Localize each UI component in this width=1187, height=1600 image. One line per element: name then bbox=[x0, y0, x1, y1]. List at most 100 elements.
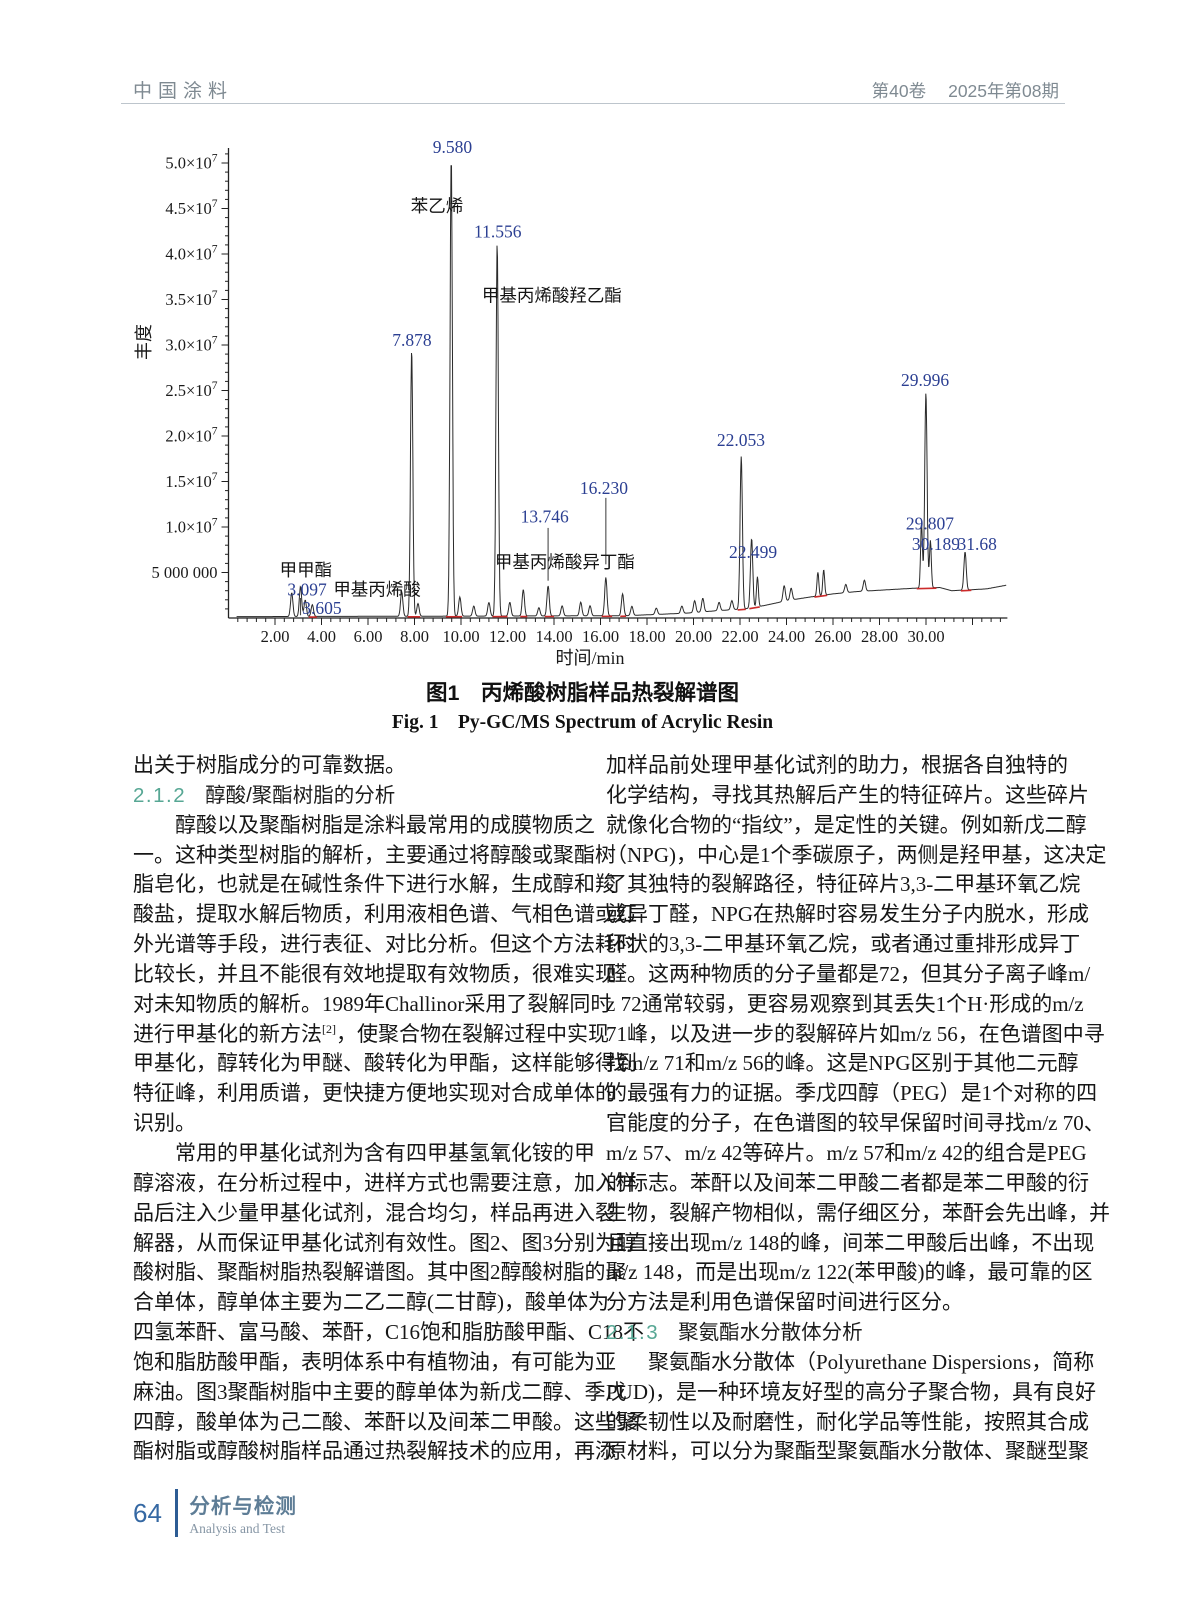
text-line: 加样品前处理甲基化试剂的助力，根据各自独特的 bbox=[606, 753, 1068, 777]
text-line: 醇酸以及聚酯树脂是涂料最常用的成膜物质之 bbox=[133, 812, 595, 837]
svg-text:4.5×107: 4.5×107 bbox=[165, 198, 217, 218]
svg-text:6.00: 6.00 bbox=[354, 627, 383, 646]
svg-text:5.0×107: 5.0×107 bbox=[165, 153, 217, 173]
text-line: PUD)，是一种环境友好型的高分子聚合物，具有良好 bbox=[606, 1379, 1097, 1404]
text-line: m/z 57、m/z 42等碎片。m/z 57和m/z 42的组合是PEG bbox=[606, 1140, 1087, 1165]
text-line: （NPG)，中心是1个季碳原子，两侧是羟甲基，这决定 bbox=[606, 842, 1107, 867]
svg-text:12.00: 12.00 bbox=[489, 627, 526, 646]
text-line: 的标志。苯酐以及间苯二甲酸二者都是苯二甲酸的衍 bbox=[606, 1170, 1089, 1195]
text-line: 特征峰，利用质谱，更快捷方便地实现对合成单体的 bbox=[133, 1081, 616, 1106]
text-line: 就像化合物的“指纹”，是定性的关键。例如新戊二醇 bbox=[606, 812, 1087, 837]
svg-text:2.5×107: 2.5×107 bbox=[165, 380, 217, 400]
svg-text:甲基丙烯酸羟乙酯: 甲基丙烯酸羟乙酯 bbox=[482, 285, 622, 305]
text-line: 甲基化，醇转化为甲醚、酸转化为甲酯，这样能够得到 bbox=[133, 1051, 637, 1076]
text-line: 合单体，醇单体主要为二乙二醇(二甘醇)，酸单体为 bbox=[133, 1290, 609, 1315]
section-heading: 2.1.2 醇酸/聚酯树脂的分析 bbox=[133, 783, 396, 807]
svg-text:13.746: 13.746 bbox=[521, 506, 569, 526]
svg-text:16.00: 16.00 bbox=[582, 627, 619, 646]
text-line: 的最强有力的证据。季戊四醇（PEG）是1个对称的四 bbox=[606, 1081, 1098, 1106]
text-line: 的柔韧性以及耐磨性，耐化学品等性能，按照其合成 bbox=[606, 1409, 1089, 1434]
text-line: 常用的甲基化试剂为含有四甲基氢氧化铵的甲 bbox=[133, 1140, 595, 1165]
text-line: 原材料，可以分为聚酯型聚氨酯水分散体、聚醚型聚 bbox=[606, 1439, 1089, 1464]
page-footer: 64 分析与检测 Analysis and Test bbox=[133, 1489, 297, 1537]
footer-divider-bar bbox=[174, 1489, 179, 1537]
svg-text:20.00: 20.00 bbox=[675, 627, 712, 646]
svg-text:3.5×107: 3.5×107 bbox=[165, 289, 217, 309]
svg-text:1.5×107: 1.5×107 bbox=[165, 471, 217, 491]
text-line: 四氢苯酐、富马酸、苯酐，C16饱和脂肪酸甲酯、C18不 bbox=[133, 1320, 645, 1345]
section-heading: 2.1.3 聚氨酯水分散体分析 bbox=[606, 1321, 863, 1345]
header-issue-info: 第40卷 2025年第08期 bbox=[872, 78, 1059, 103]
svg-text:31.68: 31.68 bbox=[957, 534, 997, 554]
svg-text:22.00: 22.00 bbox=[721, 627, 758, 646]
text-line: 酸盐，提取水解后物质，利用液相色谱、气相色谱或红 bbox=[133, 902, 637, 927]
text-line: 环状的3,3-二甲基环氧乙烷，或者通过重排形成异丁 bbox=[606, 932, 1081, 957]
svg-text:24.00: 24.00 bbox=[768, 627, 805, 646]
svg-text:4.00: 4.00 bbox=[307, 627, 336, 646]
header-divider bbox=[121, 103, 1065, 104]
svg-text:22.053: 22.053 bbox=[717, 430, 765, 450]
svg-text:4.0×107: 4.0×107 bbox=[165, 244, 217, 264]
svg-text:10.00: 10.00 bbox=[442, 627, 479, 646]
volume-label: 第40卷 bbox=[871, 81, 927, 101]
svg-text:22.499: 22.499 bbox=[729, 542, 777, 562]
svg-text:18.00: 18.00 bbox=[628, 627, 665, 646]
svg-text:甲基丙烯酸异丁酯: 甲基丙烯酸异丁酯 bbox=[495, 552, 635, 572]
text-line: 一。这种类型树脂的解析，主要通过将醇酸或聚酯树 bbox=[133, 842, 616, 867]
left-column: 出关于树脂成分的可靠数据。 2.1.2 醇酸/聚酯树脂的分析 醇酸以及聚酯树脂是涂料… bbox=[133, 751, 645, 1467]
footer-section: 分析与检测 Analysis and Test bbox=[189, 1489, 297, 1537]
py-gcms-chromatogram: 5 000 000 1.0×107 1.5×107 2.0×107 2.5×107 3.0… bbox=[134, 137, 1008, 668]
svg-text:11.556: 11.556 bbox=[474, 222, 522, 242]
text-line: 脂皂化，也就是在碱性条件下进行水解，生成醇和羧 bbox=[133, 872, 616, 897]
figure-1: 5 000 000 1.0×107 1.5×107 2.0×107 2.5×107 3.0… bbox=[130, 126, 1035, 678]
svg-text:7.878: 7.878 bbox=[392, 330, 432, 350]
svg-text:29.996: 29.996 bbox=[901, 370, 949, 390]
text-line: 官能度的分子，在色谱图的较早保留时间寻找m/z 70、 bbox=[606, 1111, 1105, 1136]
text-line: z 72通常较弱，更容易观察到其丢失1个H·形成的m/z bbox=[606, 991, 1084, 1016]
figure-caption-en: Fig. 1 Py-GC/MS Spectrum of Acrylic Resi… bbox=[391, 712, 774, 733]
svg-text:26.00: 26.00 bbox=[814, 627, 851, 646]
text-line: 酸树脂、聚酯树脂热裂解谱图。其中图2醇酸树脂的聚 bbox=[133, 1260, 627, 1285]
text-line: 生物，裂解产物相似，需仔细区分，苯酐会先出峰，并 bbox=[606, 1200, 1110, 1225]
svg-text:1.0×107: 1.0×107 bbox=[165, 517, 217, 537]
svg-text:29.807: 29.807 bbox=[906, 514, 954, 534]
text-line: 外光谱等手段，进行表征、对比分析。但这个方法耗时 bbox=[133, 932, 637, 957]
text-line: 化学结构，寻找其热解后产生的特征碎片。这些碎片 bbox=[606, 782, 1089, 807]
svg-text:3.0×107: 3.0×107 bbox=[165, 335, 217, 355]
text-line: 识别。 bbox=[133, 1111, 196, 1136]
text-line: 比较长，并且不能很有效地提取有效物质，很难实现 bbox=[133, 961, 616, 986]
svg-text:丰度: 丰度 bbox=[134, 324, 154, 360]
svg-text:30.00: 30.00 bbox=[907, 627, 944, 646]
article-body: 出关于树脂成分的可靠数据。 2.1.2 醇酸/聚酯树脂的分析 醇酸以及聚酯树脂是涂料… bbox=[133, 751, 1110, 1467]
text-line: 酯树脂或醇酸树脂样品通过热裂解技术的应用，再添 bbox=[133, 1439, 616, 1464]
svg-text:甲基丙烯酸: 甲基丙烯酸 bbox=[333, 579, 421, 599]
issue-label: 2025年第08期 bbox=[948, 81, 1059, 101]
svg-text:2.00: 2.00 bbox=[261, 627, 290, 646]
text-line: 对未知物质的解析。1989年Challinor采用了裂解同时 bbox=[133, 991, 612, 1016]
svg-text:9.580: 9.580 bbox=[433, 137, 473, 157]
text-line: 且直接出现m/z 148的峰，间苯二甲酸后出峰，不出现 bbox=[606, 1230, 1095, 1255]
text-line: m/z 148，而是出现m/z 122(苯甲酸)的峰，最可靠的区 bbox=[606, 1260, 1093, 1285]
text-line: 了其独特的裂解路径，特征碎片3,3-二甲基环氧乙烷 bbox=[606, 872, 1081, 897]
svg-text:28.00: 28.00 bbox=[861, 627, 898, 646]
svg-text:5 000 000: 5 000 000 bbox=[152, 563, 218, 582]
text-line: 醛。这两种物质的分子量都是72，但其分子离子峰m/ bbox=[606, 961, 1091, 986]
svg-text:苯乙烯: 苯乙烯 bbox=[411, 196, 464, 216]
svg-text:8.00: 8.00 bbox=[400, 627, 429, 646]
text-line: 分方法是利用色谱保留时间进行区分。 bbox=[606, 1290, 963, 1315]
text-line: 麻油。图3聚酯树脂中主要的醇单体为新戊二醇、季戊 bbox=[133, 1379, 627, 1404]
footer-section-cn: 分析与检测 bbox=[189, 1495, 297, 1518]
text-line: 聚氨酯水分散体（Polyurethane Dispersions，简称 bbox=[606, 1349, 1095, 1374]
svg-text:3.097: 3.097 bbox=[287, 579, 327, 599]
text-line: 71峰，以及进一步的裂解碎片如m/z 56，在色谱图中寻 bbox=[606, 1021, 1105, 1046]
text-line: 四醇，酸单体为己二酸、苯酐以及间苯二甲酸。这些聚 bbox=[133, 1409, 637, 1434]
text-line: 找m/z 71和m/z 56的峰。这是NPG区别于其他二元醇 bbox=[606, 1051, 1079, 1076]
svg-text:甲甲酯: 甲甲酯 bbox=[280, 560, 333, 580]
text-line: 出关于树脂成分的可靠数据。 bbox=[133, 753, 406, 777]
footer-section-en: Analysis and Test bbox=[189, 1521, 285, 1536]
text-line: 进行甲基化的新方法[2]，使聚合物在裂解过程中实现 bbox=[133, 1021, 609, 1046]
svg-text:2.0×107: 2.0×107 bbox=[165, 426, 217, 446]
svg-text:30.189: 30.189 bbox=[912, 534, 960, 554]
svg-text:16.230: 16.230 bbox=[580, 478, 628, 498]
